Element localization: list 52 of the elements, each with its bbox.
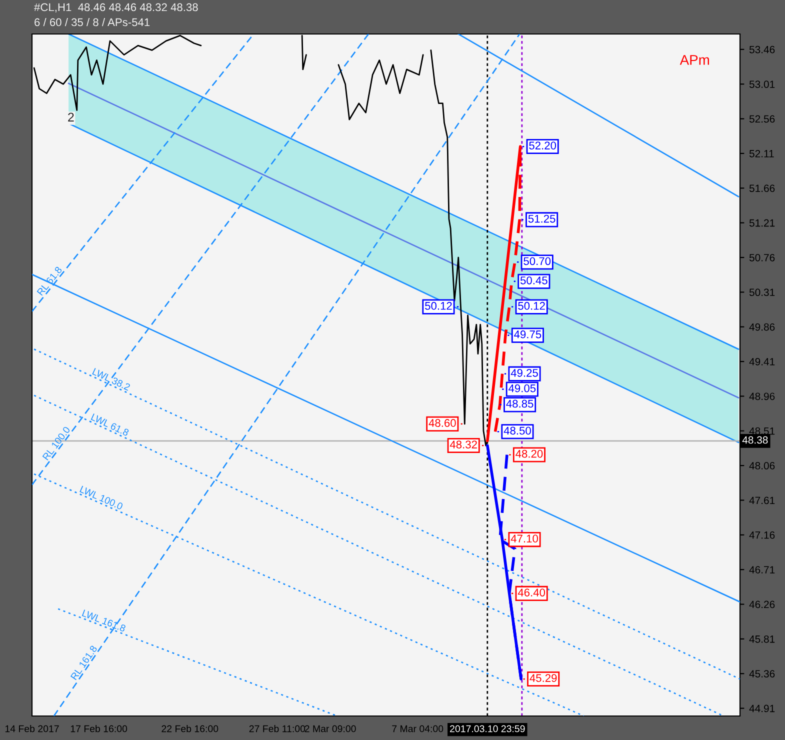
x-tick-label: 2017.03.10 23:59 — [450, 725, 525, 732]
annotation: 49.25 — [510, 368, 538, 377]
y-tick-label: 52.56 — [749, 115, 775, 123]
y-tick-label: 49.41 — [749, 358, 775, 366]
y-tick-label: 50.31 — [749, 288, 775, 296]
annotation: 48.60 — [428, 419, 456, 427]
y-tick-label: 47.16 — [749, 531, 775, 539]
y-tick-label: 50.76 — [749, 254, 775, 262]
text: LWL 38.2 — [92, 368, 131, 391]
chart-subtitle: 6 / 60 / 35 / 8 / APs-541 — [34, 18, 150, 26]
annotation: APm — [680, 55, 709, 65]
x-tick-label: 14 Feb 2017 — [5, 725, 59, 732]
x-tick-label: 2 Mar 09:00 — [304, 725, 356, 732]
text: LWL 100.0 — [80, 486, 124, 510]
x-tick-label: 22 Feb 16:00 — [162, 725, 218, 732]
x-tick-label: 17 Feb 16:00 — [70, 725, 128, 732]
annotation: 48.50 — [504, 426, 531, 435]
annotation: 50.12 — [425, 302, 452, 310]
annotation: 52.20 — [529, 142, 556, 150]
y-tick-label: 49.86 — [749, 323, 775, 331]
annotation: 2 — [68, 112, 74, 122]
y-tick-label: 51.66 — [749, 184, 775, 192]
ref-line-label: 48.38 — [742, 436, 768, 444]
y-tick-label: 44.91 — [749, 704, 775, 712]
annotation: 51.25 — [528, 214, 556, 223]
text: LWL 61.8 — [90, 413, 130, 436]
annotation: 49.75 — [514, 330, 542, 338]
y-tick-label: 48.06 — [749, 462, 775, 470]
text: LWL 161.8 — [82, 610, 126, 632]
x-tick-label: 7 Mar 04:00 — [392, 725, 444, 732]
y-tick-label: 45.81 — [749, 635, 775, 643]
annotation: 48.20 — [516, 450, 543, 458]
y-tick-label: 46.26 — [749, 600, 775, 608]
y-tick-label: 53.01 — [749, 80, 775, 88]
annotation: 50.45 — [520, 276, 548, 284]
x-tick-label: 27 Feb 11:00 — [249, 725, 306, 732]
annotation: 46.40 — [518, 588, 546, 596]
chart-title: #CL,H1 48.46 48.46 48.32 48.38 — [34, 3, 198, 12]
annotation: 48.85 — [506, 400, 534, 408]
annotation: 47.10 — [510, 534, 538, 543]
annotation: 45.29 — [530, 674, 557, 682]
y-tick-label: 51.21 — [749, 219, 775, 227]
y-tick-label: 48.96 — [749, 392, 775, 400]
annotation: 50.12 — [518, 302, 545, 310]
annotation: 49.05 — [508, 384, 536, 392]
y-tick-label: 46.71 — [749, 566, 775, 574]
annotation: 48.32 — [450, 440, 477, 448]
y-tick-label: 53.46 — [749, 46, 775, 54]
annotation: 50.70 — [524, 257, 551, 266]
y-tick-label: 52.11 — [749, 150, 774, 158]
y-tick-label: 45.36 — [749, 670, 775, 678]
y-tick-label: 47.61 — [749, 496, 775, 504]
